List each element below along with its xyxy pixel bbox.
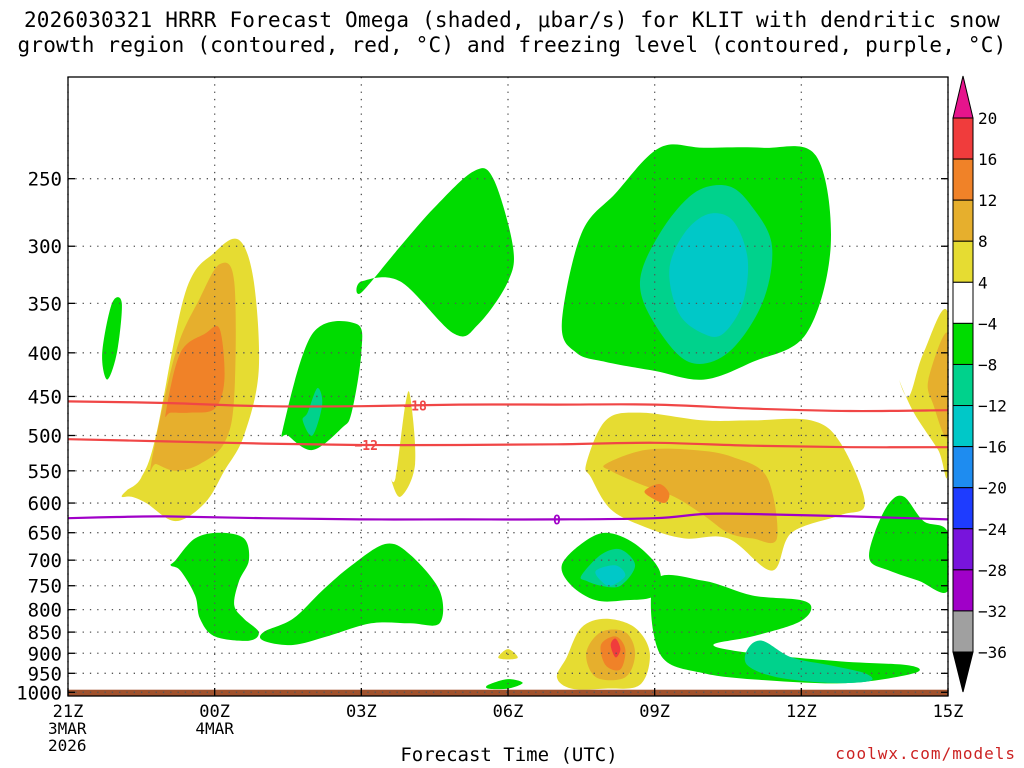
x-tick-label: 09Z bbox=[639, 702, 670, 722]
x-axis-label: Forecast Time (UTC) bbox=[400, 744, 618, 766]
x-tick-label: 4MAR bbox=[195, 719, 234, 738]
colorbar-tick-label: −24 bbox=[978, 520, 1007, 539]
colorbar-bin bbox=[952, 569, 974, 612]
omega-region-4 bbox=[281, 321, 363, 451]
contour-line-0 bbox=[67, 400, 949, 413]
colorbar-tick-label: −32 bbox=[978, 602, 1007, 621]
y-tick-label: 600 bbox=[28, 493, 62, 515]
colorbar-bin bbox=[952, 446, 974, 489]
omega-region-3 bbox=[165, 325, 225, 417]
colorbar-bin bbox=[952, 322, 974, 365]
colorbar-bin bbox=[952, 405, 974, 448]
contour-line-2 bbox=[67, 512, 949, 521]
colorbar-tick-label: −28 bbox=[978, 561, 1007, 580]
colorbar-bin bbox=[952, 199, 974, 242]
colorbar-tick-label: −16 bbox=[978, 438, 1007, 457]
colorbar-bin bbox=[952, 240, 974, 283]
y-tick-label: 900 bbox=[28, 643, 62, 665]
contour-label-2: 0 bbox=[553, 513, 561, 528]
omega-region-12 bbox=[603, 448, 778, 544]
y-axis: 2503003504004505005506006507007508008509… bbox=[16, 169, 948, 704]
omega-region-27 bbox=[610, 638, 621, 658]
omega-region-21 bbox=[595, 565, 626, 586]
credit-link[interactable]: coolwx.com/models bbox=[835, 744, 1016, 763]
omega-region-18 bbox=[259, 543, 444, 646]
y-tick-label: 750 bbox=[28, 576, 62, 598]
colorbar: 20 16 12 8 4 −4 −8 −12 −16 −20 −24 −28 −32 −36 bbox=[952, 75, 1007, 693]
y-tick-label: 1000 bbox=[16, 682, 62, 704]
x-tick-label: 21Z bbox=[53, 702, 84, 722]
omega-region-29 bbox=[486, 679, 523, 690]
colorbar-tick-label: 16 bbox=[978, 150, 997, 169]
y-tick-label: 450 bbox=[28, 386, 62, 408]
y-tick-label: 250 bbox=[28, 169, 62, 191]
omega-region-0 bbox=[102, 297, 122, 380]
omega-region-10 bbox=[669, 213, 749, 338]
colorbar-bin bbox=[952, 158, 974, 201]
y-tick-label: 650 bbox=[28, 523, 62, 545]
colorbar-tick-label: −36 bbox=[978, 643, 1007, 662]
colorbar-tick-label: 20 bbox=[978, 109, 997, 128]
omega-shading-layer bbox=[102, 144, 948, 690]
omega-region-5 bbox=[302, 387, 323, 436]
colorbar-tick-label: −12 bbox=[978, 397, 1007, 416]
colorbar-bin bbox=[952, 487, 974, 530]
omega-region-23 bbox=[744, 640, 873, 684]
y-tick-label: 800 bbox=[28, 600, 62, 622]
omega-region-15 bbox=[927, 332, 948, 438]
omega-region-22 bbox=[650, 574, 920, 684]
contour-label-1: −12 bbox=[354, 439, 377, 454]
x-tick-label: 15Z bbox=[933, 702, 964, 722]
x-tick-label: 12Z bbox=[786, 702, 817, 722]
contour-line-1 bbox=[67, 438, 949, 449]
colorbar-under-triangle bbox=[952, 651, 974, 693]
x-tick-label: 00Z bbox=[199, 702, 230, 722]
x-tick-label: 03Z bbox=[346, 702, 377, 722]
y-tick-label: 400 bbox=[28, 343, 62, 365]
y-tick-label: 700 bbox=[28, 550, 62, 572]
colorbar-tick-label: −4 bbox=[978, 314, 997, 333]
colorbar-bin bbox=[952, 610, 974, 653]
colorbar-tick-label: 12 bbox=[978, 191, 997, 210]
omega-region-14 bbox=[899, 308, 948, 479]
colorbar-bin bbox=[952, 528, 974, 571]
y-tick-label: 950 bbox=[28, 663, 62, 685]
colorbar-tick-label: 4 bbox=[978, 273, 988, 292]
colorbar-bin bbox=[952, 117, 974, 160]
y-tick-label: 300 bbox=[28, 236, 62, 258]
contour-label-0: −18 bbox=[403, 399, 427, 414]
colorbar-tick-label: −8 bbox=[978, 355, 997, 374]
omega-region-13 bbox=[644, 483, 670, 504]
omega-region-7 bbox=[356, 168, 514, 337]
y-tick-label: 850 bbox=[28, 622, 62, 644]
colorbar-bin bbox=[952, 281, 974, 324]
colorbar-bin bbox=[952, 363, 974, 407]
chart-title-line1: 2026030321 HRRR Forecast Omega (shaded, … bbox=[23, 8, 1001, 32]
chart-title-line2: growth region (contoured, red, °C) and f… bbox=[17, 33, 1007, 57]
x-tick-label: 2026 bbox=[48, 736, 87, 755]
colorbar-tick-label: 8 bbox=[978, 232, 988, 251]
contour-lines-layer: −18 −12 0 bbox=[67, 399, 949, 528]
y-tick-label: 500 bbox=[28, 425, 62, 447]
omega-region-16 bbox=[869, 495, 948, 593]
y-tick-label: 550 bbox=[28, 461, 62, 483]
colorbar-over-triangle bbox=[952, 75, 974, 119]
colorbar-tick-label: −20 bbox=[978, 479, 1007, 498]
x-tick-label: 06Z bbox=[493, 702, 524, 722]
y-tick-label: 350 bbox=[28, 293, 62, 315]
x-tick-label: 3MAR bbox=[48, 719, 87, 738]
